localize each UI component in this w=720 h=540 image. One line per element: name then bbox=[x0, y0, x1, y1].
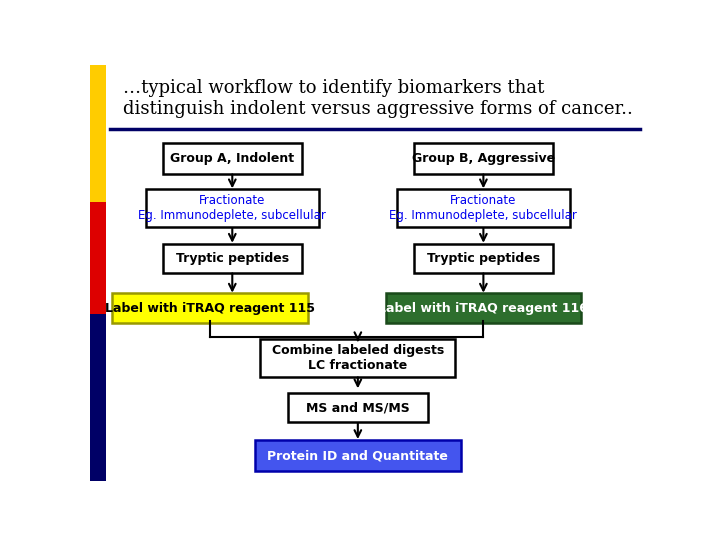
FancyBboxPatch shape bbox=[145, 189, 319, 227]
Text: Group A, Indolent: Group A, Indolent bbox=[170, 152, 294, 165]
Text: MS and MS/MS: MS and MS/MS bbox=[306, 401, 410, 414]
Text: Fractionate
Eg. Immunodeplete, subcellular: Fractionate Eg. Immunodeplete, subcellul… bbox=[390, 194, 577, 222]
FancyBboxPatch shape bbox=[163, 244, 302, 273]
Text: Label with iTRAQ reagent 115: Label with iTRAQ reagent 115 bbox=[105, 301, 315, 314]
Text: Tryptic peptides: Tryptic peptides bbox=[176, 252, 289, 265]
FancyBboxPatch shape bbox=[112, 294, 307, 322]
FancyBboxPatch shape bbox=[413, 143, 553, 174]
Bar bbox=[90, 65, 106, 202]
Text: Label with iTRAQ reagent 116: Label with iTRAQ reagent 116 bbox=[379, 301, 588, 314]
Text: Group B, Aggressive: Group B, Aggressive bbox=[412, 152, 555, 165]
Text: Tryptic peptides: Tryptic peptides bbox=[427, 252, 540, 265]
FancyBboxPatch shape bbox=[260, 339, 456, 377]
FancyBboxPatch shape bbox=[397, 189, 570, 227]
FancyBboxPatch shape bbox=[288, 393, 428, 422]
Text: Protein ID and Quantitate: Protein ID and Quantitate bbox=[267, 449, 449, 462]
FancyBboxPatch shape bbox=[386, 294, 581, 322]
FancyBboxPatch shape bbox=[255, 440, 461, 471]
Text: Combine labeled digests
LC fractionate: Combine labeled digests LC fractionate bbox=[271, 344, 444, 372]
Bar bbox=[90, 314, 106, 481]
Text: Fractionate
Eg. Immunodeplete, subcellular: Fractionate Eg. Immunodeplete, subcellul… bbox=[138, 194, 326, 222]
Text: …typical workflow to identify biomarkers that
distinguish indolent versus aggres: …typical workflow to identify biomarkers… bbox=[124, 79, 634, 118]
FancyBboxPatch shape bbox=[413, 244, 553, 273]
FancyBboxPatch shape bbox=[163, 143, 302, 174]
Bar bbox=[90, 202, 106, 314]
